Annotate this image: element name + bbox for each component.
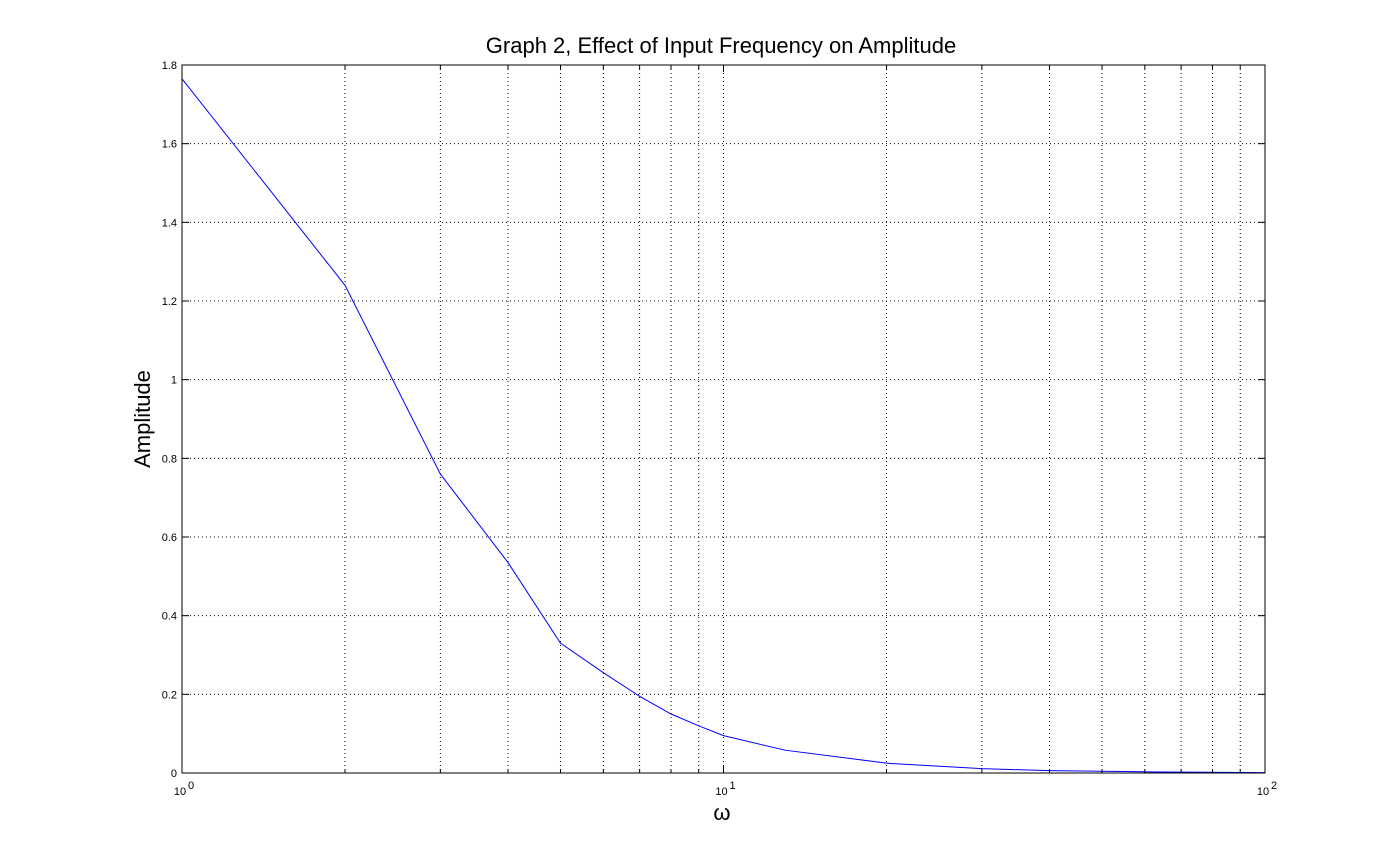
x-tick-label-base: 10	[1257, 786, 1269, 798]
y-tick-label: 1.4	[162, 217, 177, 229]
y-tick-label: 1.8	[162, 60, 177, 72]
y-tick-label: 1	[171, 375, 177, 387]
series-line	[181, 78, 1266, 774]
series-point	[602, 672, 604, 674]
x-axis-label: ω	[713, 800, 730, 825]
x-tick-label-exponent: 2	[1271, 780, 1277, 792]
series-point	[784, 749, 786, 751]
series-point	[670, 713, 672, 715]
tick-layer	[181, 64, 1265, 774]
grid-layer	[182, 65, 1265, 773]
y-tick-label: 1.6	[162, 139, 177, 151]
series-point	[507, 562, 509, 564]
x-tick-label: 10 2	[1257, 780, 1277, 798]
series-point	[723, 735, 724, 737]
series-layer	[181, 78, 1266, 774]
y-tick-label: 0.6	[162, 532, 177, 544]
y-tick-label: 0	[171, 768, 177, 780]
plot-area: 00.20.40.60.811.21.41.61.810 0 10 1 10 2	[162, 60, 1277, 798]
series-point	[639, 695, 641, 697]
x-tick-label-exponent: 0	[188, 780, 194, 792]
series-point	[698, 725, 700, 727]
series-point	[886, 762, 888, 764]
x-tick-label-base: 10	[174, 786, 186, 798]
y-axis-label: Amplitude	[130, 370, 155, 468]
y-tick-label: 1.2	[162, 296, 177, 308]
series-point	[981, 768, 983, 770]
x-tick-label: 10 1	[715, 780, 735, 798]
chart-title: Graph 2, Effect of Input Frequency on Am…	[486, 33, 956, 58]
y-tick-label: 0.4	[162, 611, 177, 623]
x-tick-label-exponent: 1	[730, 780, 736, 792]
series-point	[559, 642, 561, 644]
tick-label-layer: 00.20.40.60.811.21.41.61.810 0 10 1 10 2	[162, 60, 1277, 798]
y-tick-label: 0.2	[162, 689, 177, 701]
x-tick-label: 10 0	[174, 780, 194, 798]
series-point	[344, 284, 346, 286]
y-tick-label: 0.8	[162, 453, 177, 465]
axes-background	[182, 65, 1265, 773]
x-tick-label-base: 10	[715, 786, 727, 798]
series-point	[439, 473, 441, 475]
